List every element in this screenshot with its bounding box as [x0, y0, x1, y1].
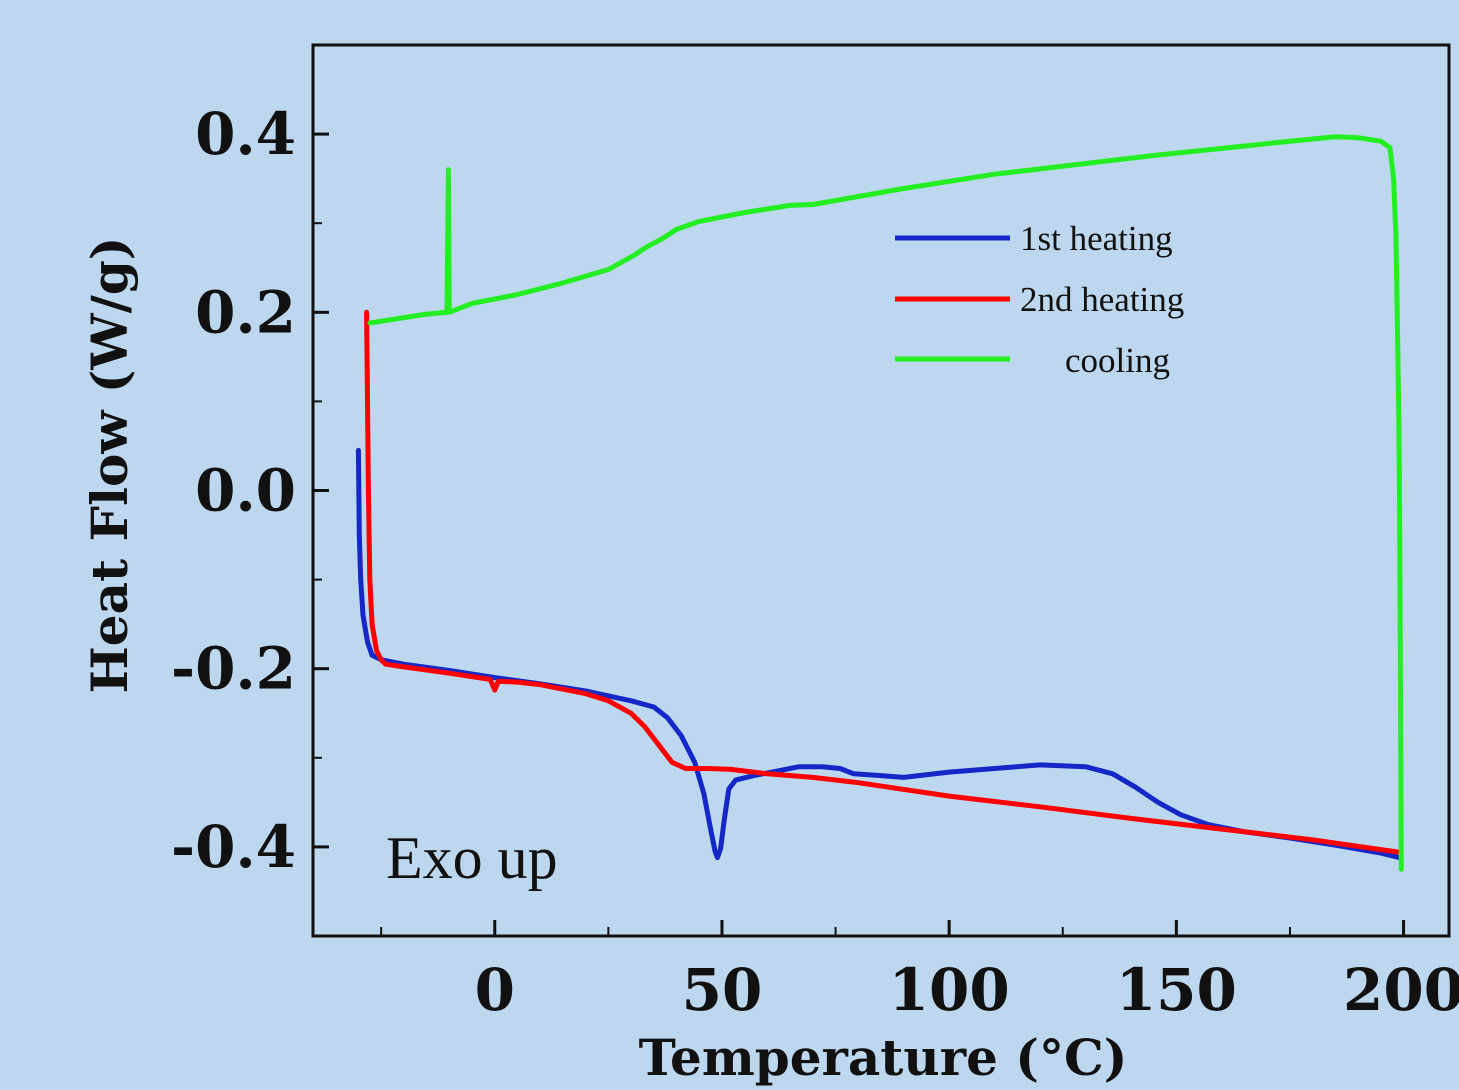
series-line-2nd-heating: [364, 309, 1402, 855]
y-tick-label-2: 0.0: [195, 457, 296, 525]
x-tick-label-200: 200: [1343, 956, 1459, 1024]
legend: 1st heating 2nd heating cooling: [895, 219, 1184, 380]
x-tick-label-0: 0: [475, 956, 515, 1024]
series-layer: [355, 134, 1404, 872]
y-tick-label-0: 0.4: [195, 100, 296, 168]
legend-label-cooling: cooling: [1065, 341, 1170, 380]
legend-label-1st-heating: 1st heating: [1020, 219, 1173, 258]
x-tick-label-150: 150: [1116, 956, 1237, 1024]
y-tick-label-1: 0.2: [195, 278, 296, 346]
y-axis-title: Heat Flow (W/g): [80, 237, 139, 694]
plot-frame: [311, 43, 1451, 938]
x-tick-label-50: 50: [682, 956, 763, 1024]
y-tick-label-4: -0.4: [171, 813, 296, 881]
x-tick-label-100: 100: [889, 956, 1010, 1024]
ticks-layer: [313, 132, 1406, 936]
legend-label-2nd-heating: 2nd heating: [1020, 280, 1184, 319]
series-line-1st-heating: [355, 447, 1402, 861]
exo-up-annotation: Exo up: [386, 825, 558, 891]
labels-layer: 0 50 100 150 200 0.4 0.2 0.0 -0.2 -0.4: [171, 100, 1459, 1024]
x-axis-title: Temperature (°C): [639, 1028, 1128, 1087]
series-line-cooling: [367, 134, 1404, 872]
y-tick-label-3: -0.2: [171, 635, 296, 703]
